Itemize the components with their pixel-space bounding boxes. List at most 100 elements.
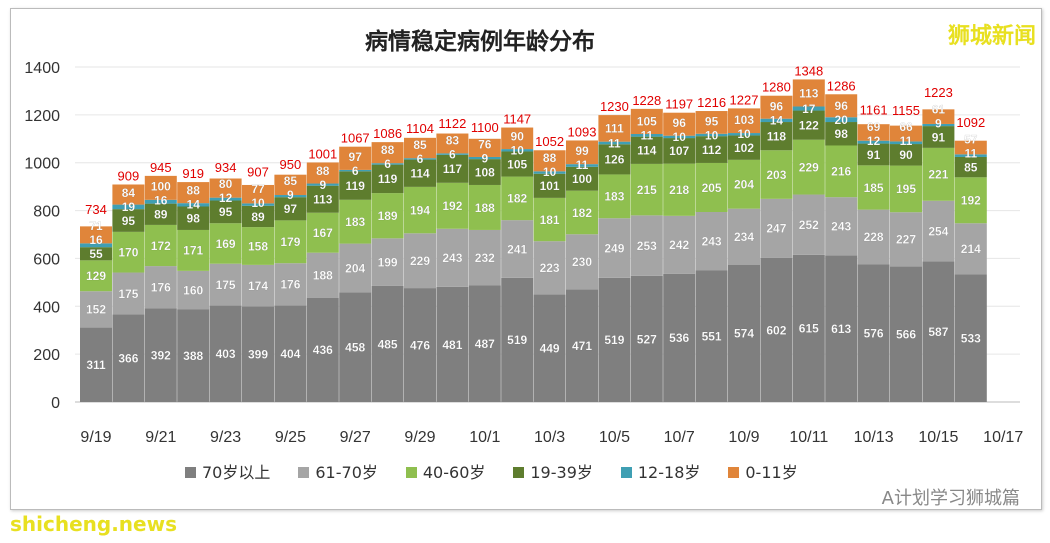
legend-item: 12-18岁 (620, 463, 700, 482)
data-label: 403 (216, 347, 236, 361)
data-label: 10 (543, 165, 557, 179)
data-label: 14 (770, 114, 784, 128)
bar-segment (663, 163, 696, 216)
y-tick-label: 800 (33, 204, 60, 221)
bar-segment (371, 142, 404, 164)
bar-segment (274, 263, 307, 306)
data-label: 57 (964, 132, 978, 146)
bar-segment (144, 203, 177, 225)
bar-segment (274, 174, 307, 196)
data-label: 183 (604, 190, 624, 204)
bar-segment (144, 199, 177, 204)
bar-segment (339, 171, 372, 200)
total-label: 919 (182, 166, 204, 181)
data-label: 242 (669, 238, 689, 252)
data-label: 399 (248, 348, 268, 362)
bar-segment (371, 163, 404, 165)
bar-segment (339, 292, 372, 402)
legend-label: 70岁以上 (202, 463, 271, 482)
bar-segment (695, 133, 728, 137)
data-label: 449 (540, 342, 560, 356)
bar-segment (954, 154, 987, 157)
data-label: 458 (345, 341, 365, 355)
data-label: 576 (864, 326, 884, 340)
bar-segment (501, 127, 534, 150)
data-label: 69 (867, 120, 881, 134)
bar-segment (728, 133, 760, 136)
data-label: 183 (345, 215, 365, 229)
data-label: 167 (313, 226, 333, 240)
bar-segment (630, 134, 663, 137)
data-label: 311 (86, 358, 106, 372)
data-label: 114 (410, 167, 430, 181)
data-label: 249 (604, 241, 624, 255)
data-label: 77 (251, 182, 265, 196)
total-label: 734 (85, 202, 107, 217)
bar-segment (792, 110, 825, 140)
bar-segment (404, 137, 436, 159)
bar-segment (274, 220, 307, 264)
bar-segment (598, 174, 631, 219)
bar-segment (922, 126, 955, 148)
bar-segment (760, 150, 793, 199)
bar-segment (371, 164, 404, 194)
bar-segment (630, 163, 663, 216)
data-label: 171 (183, 244, 203, 258)
watermark-bottom-right: A计划学习狮城篇 (881, 488, 1020, 509)
bar-segment (663, 112, 696, 136)
data-label: 118 (767, 129, 787, 143)
bar-segment (890, 125, 922, 142)
bar-segment (598, 277, 631, 402)
data-label: 471 (572, 339, 592, 353)
data-label: 551 (702, 329, 722, 343)
bar-segment (274, 195, 307, 198)
bar-segment (598, 144, 631, 175)
bar-segment (792, 194, 825, 255)
bar-segment (857, 124, 890, 141)
total-label: 1228 (632, 93, 661, 108)
bar-segment (306, 252, 339, 298)
data-label: 88 (381, 143, 395, 157)
data-label: 91 (867, 148, 881, 162)
data-label: 176 (280, 278, 300, 292)
data-label: 113 (799, 86, 819, 100)
y-tick-label: 600 (33, 251, 60, 268)
data-label: 17 (802, 102, 816, 116)
data-label: 436 (313, 343, 333, 357)
bar-segment (857, 143, 890, 166)
data-label: 188 (475, 201, 495, 215)
data-label: 100 (151, 180, 171, 194)
total-label: 1223 (924, 85, 953, 100)
bar-segment (857, 209, 890, 265)
total-label: 1348 (794, 63, 823, 78)
bar-segment (825, 117, 858, 123)
total-label: 1227 (730, 92, 759, 107)
bar-segment (436, 153, 469, 155)
data-label: 117 (443, 162, 463, 176)
total-label: 1155 (892, 103, 920, 118)
data-label: 85 (964, 160, 978, 174)
data-label: 107 (669, 144, 689, 158)
data-label: 6 (417, 152, 424, 166)
bar-segment (695, 270, 728, 402)
total-label: 1001 (308, 146, 337, 161)
bar-segment (566, 190, 598, 235)
bar-segment (468, 138, 501, 157)
bar-segment (792, 79, 825, 107)
legend-item: 70岁以上 (185, 463, 270, 482)
data-label: 229 (410, 254, 430, 268)
data-label: 11 (576, 158, 589, 172)
data-label: 533 (961, 332, 981, 346)
bar-segment (825, 122, 858, 146)
bar-segment (306, 185, 339, 213)
data-label: 83 (446, 133, 460, 147)
y-tick-label: 1400 (24, 60, 60, 77)
legend-item: 40-60岁 (405, 463, 485, 482)
data-label: 95 (122, 214, 136, 228)
data-label: 97 (284, 202, 298, 216)
bar-segment (760, 95, 793, 119)
legend-swatch (728, 467, 740, 478)
data-label: 254 (928, 224, 948, 238)
bar-segment (954, 177, 987, 224)
total-label: 1122 (438, 116, 466, 131)
